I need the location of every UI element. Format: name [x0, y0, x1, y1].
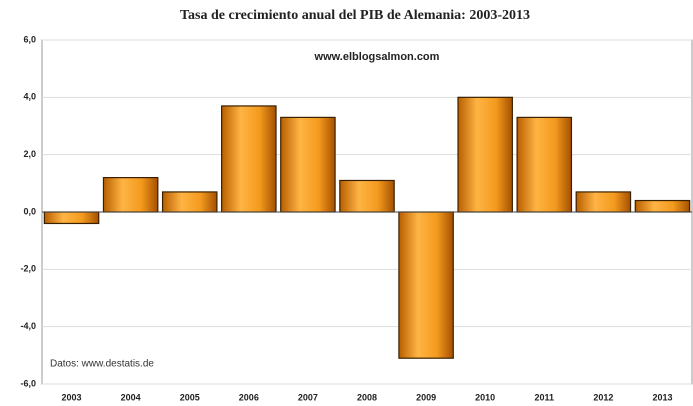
- x-tick-label: 2009: [416, 392, 436, 402]
- y-tick-label: 4,0: [23, 92, 36, 102]
- bar: [457, 96, 513, 213]
- y-tick-label: 6,0: [23, 34, 36, 44]
- x-tick-label: 2004: [121, 392, 141, 402]
- x-tick-label: 2011: [535, 392, 555, 402]
- x-tick-label: 2010: [475, 392, 495, 402]
- y-tick-label: -6,0: [20, 378, 36, 388]
- x-tick-label: 2012: [593, 392, 613, 402]
- y-tick-label: 0,0: [23, 206, 36, 216]
- y-tick-label: 2,0: [23, 149, 36, 159]
- bar: [634, 199, 691, 213]
- watermark: www.elblogsalmon.com: [314, 51, 440, 63]
- bar: [516, 116, 573, 213]
- x-tick-label: 2005: [180, 392, 200, 402]
- bar: [339, 179, 395, 213]
- y-tick-label: -2,0: [20, 264, 36, 274]
- bar: [221, 105, 277, 213]
- bar: [280, 116, 336, 213]
- bar: [102, 177, 159, 213]
- x-tick-label: 2006: [239, 392, 259, 402]
- x-tick-label: 2008: [357, 392, 377, 402]
- y-tick-label: -4,0: [20, 321, 36, 331]
- x-tick-label: 2013: [652, 392, 672, 402]
- bar: [43, 211, 100, 225]
- bar: [575, 191, 632, 213]
- bar: [398, 211, 454, 359]
- x-tick-label: 2007: [298, 392, 318, 402]
- x-tick-label: 2003: [62, 392, 82, 402]
- chart-title: Tasa de crecimiento anual del PIB de Ale…: [180, 8, 530, 23]
- source-note: Datos: www.destatis.de: [50, 359, 154, 370]
- bar: [161, 191, 218, 213]
